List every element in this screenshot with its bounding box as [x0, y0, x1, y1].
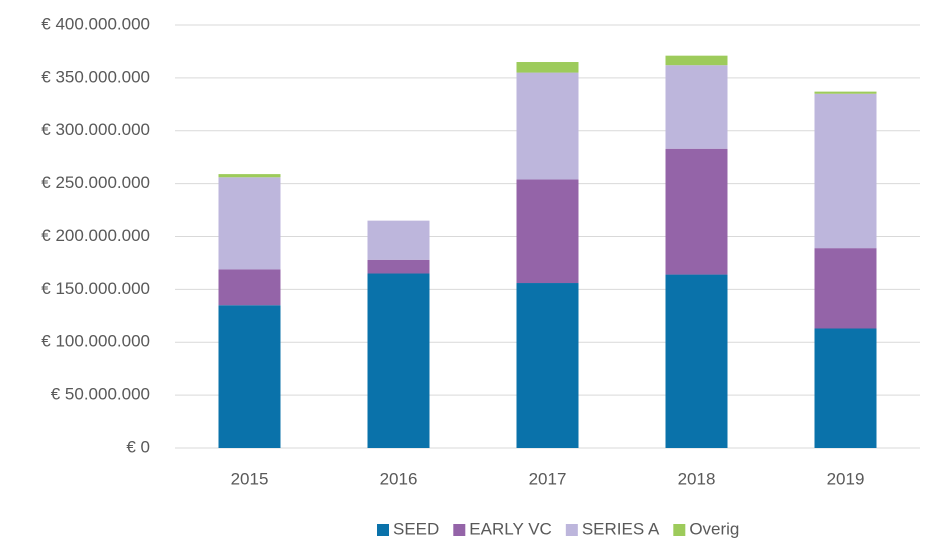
- legend-swatch: [565, 524, 578, 536]
- x-tick-label: 2015: [231, 469, 269, 488]
- bar-segment: [814, 328, 877, 448]
- bar-segment: [218, 269, 281, 306]
- x-tick-label: 2016: [380, 469, 418, 488]
- bar-segment: [814, 91, 877, 94]
- y-tick-label: € 250.000.000: [41, 173, 150, 192]
- y-tick-label: € 200.000.000: [41, 226, 150, 245]
- legend-label: EARLY VC: [469, 519, 552, 538]
- bar-segment: [218, 174, 281, 178]
- bar-segment: [665, 148, 728, 275]
- bar-segment: [218, 305, 281, 448]
- bar-segment: [516, 62, 579, 73]
- legend-label: SERIES A: [582, 519, 660, 538]
- y-tick-label: € 100.000.000: [41, 332, 150, 351]
- y-tick-label: € 400.000.000: [41, 14, 150, 33]
- bar-segment: [367, 220, 430, 260]
- bar-segment: [367, 259, 430, 274]
- bar-segment: [516, 179, 579, 284]
- legend-swatch: [673, 524, 686, 536]
- y-tick-label: € 0: [126, 437, 150, 456]
- bar-segment: [665, 274, 728, 448]
- bar-segment: [218, 177, 281, 270]
- y-tick-label: € 50.000.000: [51, 385, 150, 404]
- bar-segment: [814, 248, 877, 329]
- bar-segment: [665, 55, 728, 66]
- legend-label: Overig: [689, 519, 739, 538]
- legend-swatch: [377, 524, 389, 536]
- y-tick-label: € 150.000.000: [41, 279, 150, 298]
- bar-segment: [516, 283, 579, 448]
- x-tick-label: 2018: [678, 469, 716, 488]
- legend-label: SEED: [393, 519, 439, 538]
- x-tick-label: 2017: [529, 469, 567, 488]
- legend-swatch: [453, 524, 466, 536]
- y-tick-label: € 350.000.000: [41, 67, 150, 86]
- bar-segment: [814, 93, 877, 249]
- y-tick-label: € 300.000.000: [41, 120, 150, 139]
- x-tick-label: 2019: [827, 469, 865, 488]
- bar-segment: [516, 72, 579, 180]
- bar-segment: [665, 65, 728, 149]
- bar-segment: [367, 273, 430, 448]
